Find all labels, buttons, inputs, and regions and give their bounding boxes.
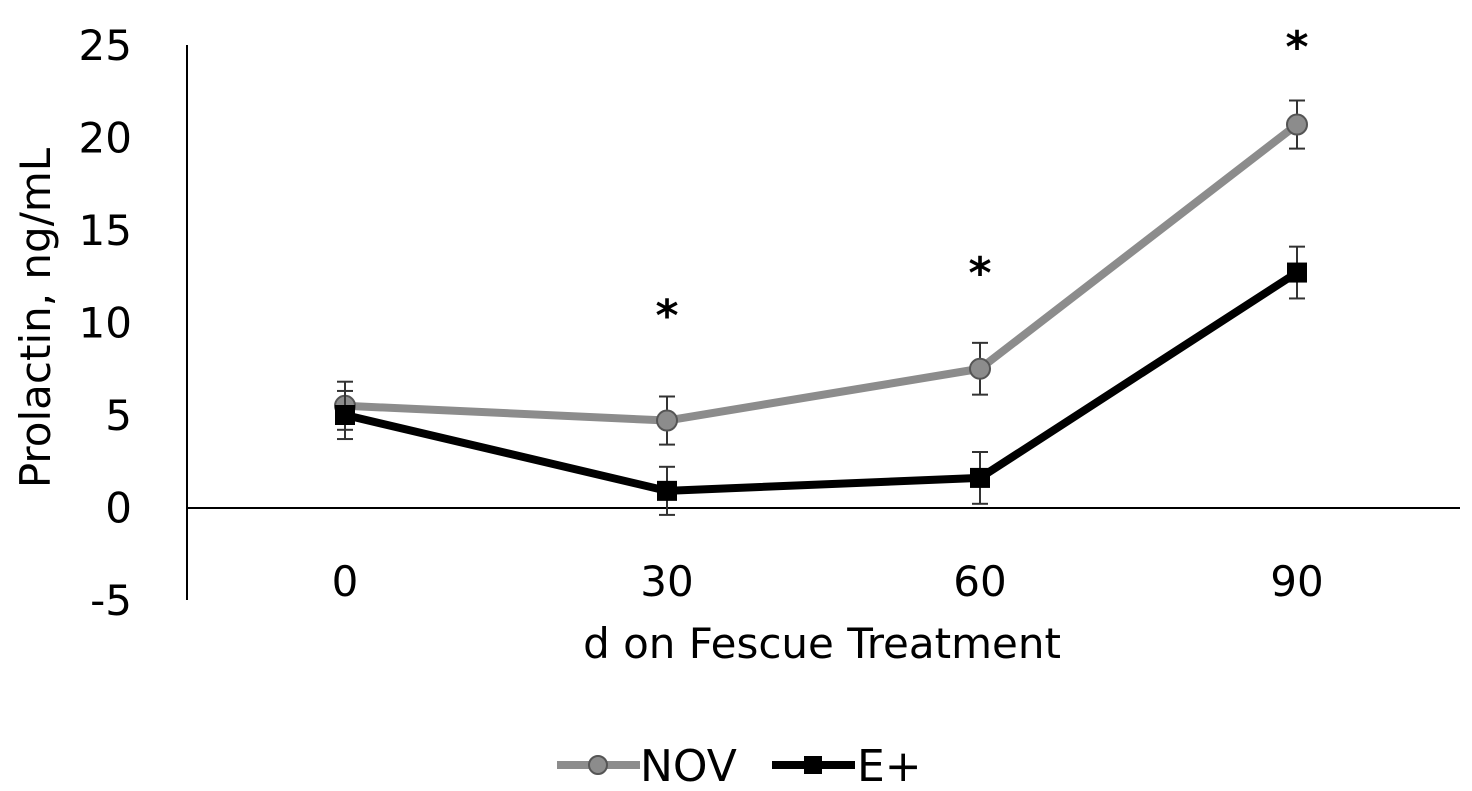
y-tick-labels: 25 20 15 10 5 0 -5 xyxy=(79,21,132,625)
significance-annotations: * * * xyxy=(655,22,1308,341)
legend-circle-marker-icon xyxy=(588,755,608,775)
y-tick-label: 20 xyxy=(79,114,132,163)
x-axis-title: d on Fescue Treatment xyxy=(583,619,1061,668)
series-layer xyxy=(334,99,1308,516)
data-point xyxy=(970,467,990,488)
y-axis-title: Prolactin, ng/mL xyxy=(11,147,60,488)
legend-label-nov: NOV xyxy=(640,741,737,791)
data-point xyxy=(656,409,678,432)
x-tick-label: 30 xyxy=(640,557,693,606)
series-nov xyxy=(334,99,1308,446)
data-point xyxy=(335,405,355,425)
series-e xyxy=(335,245,1307,516)
legend: NOV E+ xyxy=(557,741,922,791)
data-point xyxy=(969,357,991,380)
x-tick-labels: 0 30 60 90 xyxy=(332,557,1324,606)
y-tick-label: 10 xyxy=(79,299,132,348)
y-tick-label: 15 xyxy=(79,206,132,255)
y-tick-label: -5 xyxy=(90,576,132,625)
x-tick-label: 60 xyxy=(953,557,1006,606)
series-line xyxy=(344,269,1300,495)
data-point xyxy=(1286,113,1308,136)
legend-item-eplus: E+ xyxy=(772,741,922,791)
x-tick-label: 90 xyxy=(1270,557,1323,606)
significance-asterisk: * xyxy=(1285,22,1308,73)
x-tick-label: 0 xyxy=(332,557,359,606)
significance-asterisk: * xyxy=(655,290,678,341)
series-line xyxy=(344,121,1300,425)
legend-square-marker-icon xyxy=(804,756,822,774)
y-tick-label: 25 xyxy=(79,21,132,70)
y-tick-label: 0 xyxy=(105,484,132,533)
data-point xyxy=(657,480,677,501)
significance-asterisk: * xyxy=(968,248,991,299)
y-tick-label: 5 xyxy=(105,391,132,440)
legend-item-nov: NOV xyxy=(557,741,737,791)
data-point xyxy=(1287,262,1307,283)
legend-label-eplus: E+ xyxy=(857,741,922,791)
